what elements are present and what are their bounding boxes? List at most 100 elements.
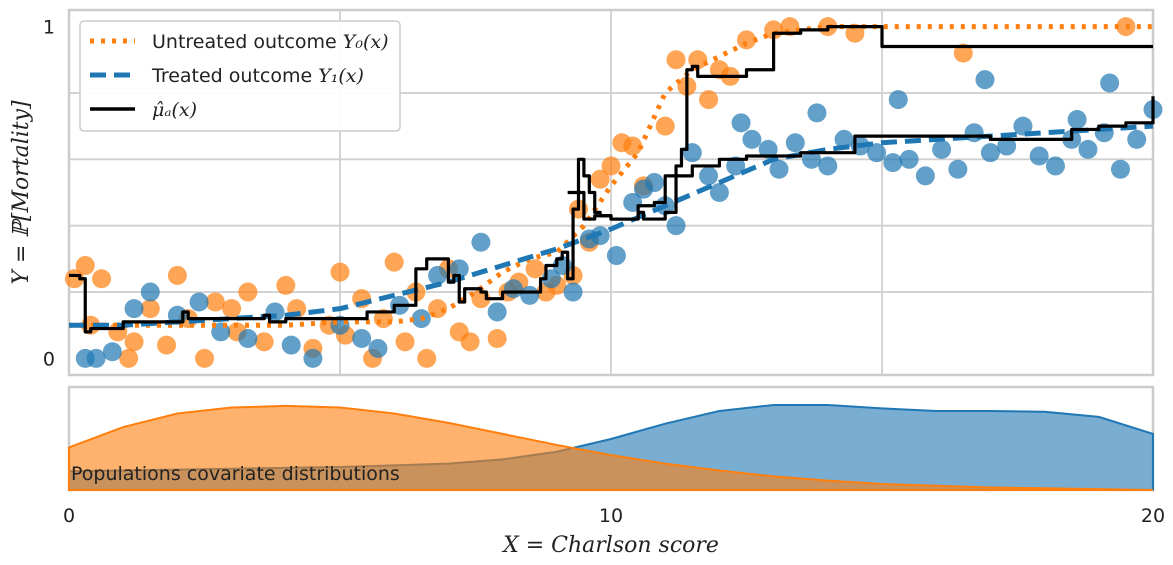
- untreated-point-16: [254, 332, 274, 352]
- density-plot-panel: Populations covariate distributions 0 10…: [63, 385, 1165, 558]
- treated-point-39: [758, 139, 778, 159]
- treated-point-4: [140, 282, 160, 302]
- untreated-point-35: [487, 329, 507, 348]
- density-areas: [68, 404, 1154, 491]
- treated-point-68: [807, 103, 827, 123]
- untreated-point-1: [75, 256, 95, 275]
- treated-point-37: [726, 156, 746, 176]
- series-line-estimate-2: [69, 24, 1153, 334]
- legend-label-treated-text: Treated outcome: [151, 65, 318, 87]
- treated-point-17: [428, 265, 448, 285]
- treated-point-8: [238, 329, 258, 348]
- treated-point-2: [102, 342, 122, 362]
- legend-label-untreated-math: Y₀(x): [343, 31, 389, 53]
- untreated-point-27: [395, 332, 415, 352]
- x-tick-label-0: 0: [63, 505, 75, 527]
- untreated-point-61: [953, 43, 973, 63]
- treated-point-1: [86, 348, 106, 368]
- untreated-point-8: [157, 335, 177, 355]
- treated-point-25: [563, 282, 583, 302]
- treated-point-11: [303, 348, 323, 368]
- x-tick-labels: 0 10 20: [63, 505, 1165, 527]
- y-tick-label-1: 1: [43, 17, 55, 39]
- treated-point-22: [520, 285, 540, 305]
- treated-point-43: [818, 156, 838, 176]
- treated-point-61: [1110, 159, 1130, 179]
- density-area-untreated: [68, 404, 1154, 491]
- untreated-point-11: [195, 348, 214, 368]
- untreated-point-13: [222, 299, 242, 319]
- treated-point-21: [503, 279, 523, 299]
- treated-point-6: [189, 292, 209, 312]
- treated-point-49: [915, 166, 935, 186]
- untreated-point-47: [623, 136, 643, 156]
- untreated-point-7: [140, 299, 160, 319]
- untreated-point-44: [590, 169, 610, 189]
- treated-point-56: [1029, 146, 1049, 166]
- legend-label-treated-math: Y₁(x): [318, 65, 364, 87]
- treated-point-64: [1100, 73, 1120, 93]
- treated-point-67: [888, 90, 908, 110]
- untreated-point-6: [124, 332, 144, 352]
- treated-point-62: [1127, 129, 1147, 149]
- untreated-point-60: [845, 23, 865, 43]
- legend-entry-treated: Treated outcome Y₁(x): [90, 65, 364, 87]
- treated-point-19: [471, 232, 491, 252]
- treated-point-41: [785, 133, 805, 153]
- treated-point-44: [834, 129, 854, 149]
- legend-label-untreated: Untreated outcome Y₀(x): [152, 31, 389, 53]
- treated-point-48: [899, 149, 919, 169]
- x-axis-label: X = Charlson score: [501, 533, 719, 558]
- treated-point-40: [769, 159, 789, 179]
- untreated-point-3: [92, 269, 112, 289]
- untreated-point-49: [655, 116, 675, 136]
- legend-box: [79, 20, 401, 132]
- treated-point-20: [487, 302, 507, 322]
- untreated-point-53: [699, 90, 719, 110]
- treated-point-55: [1013, 116, 1033, 136]
- legend-label-estimate: μ̂ₐ(x): [152, 99, 197, 121]
- treated-point-59: [1078, 139, 1098, 159]
- treated-point-54: [997, 136, 1017, 156]
- treated-point-18: [449, 259, 469, 279]
- untreated-point-21: [330, 262, 350, 282]
- untreated-point-50: [666, 50, 686, 70]
- treated-point-10: [281, 335, 301, 355]
- series-line-estimate-3: [567, 96, 1155, 221]
- treated-point-31: [644, 173, 664, 193]
- untreated-point-38: [525, 259, 545, 279]
- treated-point-66: [975, 70, 995, 90]
- density-annotation: Populations covariate distributions: [71, 463, 400, 485]
- untreated-point-5: [119, 348, 139, 368]
- treated-point-33: [666, 216, 686, 236]
- y-axis-label: Y = ℙ[Mortality]: [9, 100, 34, 285]
- treated-point-53: [980, 143, 1000, 163]
- untreated-point-45: [601, 156, 621, 176]
- treated-point-28: [606, 246, 626, 266]
- treated-point-46: [867, 143, 887, 163]
- treated-point-57: [1045, 156, 1065, 176]
- legend-entry-estimate: μ̂ₐ(x): [90, 99, 197, 121]
- x-tick-label-20: 20: [1141, 505, 1165, 527]
- y-tick-labels: 0 1: [43, 17, 55, 371]
- legend-entry-untreated: Untreated outcome Y₀(x): [90, 31, 389, 53]
- legend: Untreated outcome Y₀(x) Treated outcome …: [79, 20, 401, 132]
- untreated-point-26: [384, 252, 404, 272]
- untreated-point-33: [460, 332, 480, 352]
- x-tick-label-10: 10: [599, 505, 623, 527]
- treated-point-50: [932, 139, 952, 159]
- treated-point-69: [731, 113, 751, 133]
- y-tick-label-0: 0: [43, 348, 55, 370]
- treated-point-36: [709, 183, 729, 202]
- untreated-point-29: [417, 348, 437, 368]
- untreated-point-52: [688, 50, 708, 70]
- treated-point-42: [802, 149, 822, 169]
- treated-point-51: [948, 159, 968, 179]
- legend-label-untreated-text: Untreated outcome: [152, 31, 343, 53]
- treated-point-47: [883, 153, 903, 173]
- main-plot-data: [64, 17, 1163, 368]
- treated-point-65: [1067, 110, 1087, 129]
- untreated-point-12: [205, 292, 225, 312]
- untreated-point-56: [737, 30, 756, 50]
